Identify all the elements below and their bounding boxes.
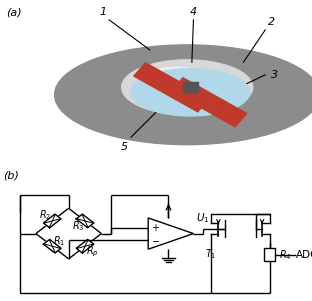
Polygon shape — [43, 239, 61, 253]
Text: 3: 3 — [271, 70, 279, 80]
Polygon shape — [183, 82, 198, 92]
Text: 1: 1 — [100, 8, 106, 17]
Ellipse shape — [147, 67, 209, 87]
Text: $R_4$: $R_4$ — [279, 248, 291, 262]
Text: $R_1$: $R_1$ — [53, 234, 66, 248]
Text: (b): (b) — [3, 171, 19, 181]
Text: $-$: $-$ — [151, 234, 160, 245]
Ellipse shape — [55, 45, 312, 145]
Polygon shape — [76, 214, 94, 228]
Text: $R_3$: $R_3$ — [72, 219, 84, 233]
Text: 5: 5 — [121, 142, 128, 152]
Text: (a): (a) — [6, 8, 22, 17]
Text: 4: 4 — [190, 8, 197, 17]
Text: +: + — [151, 223, 159, 233]
Polygon shape — [43, 214, 61, 228]
Polygon shape — [171, 78, 247, 127]
Text: ADC: ADC — [296, 250, 312, 260]
Text: $R_2$: $R_2$ — [39, 209, 51, 222]
Ellipse shape — [131, 69, 250, 116]
Text: 2: 2 — [268, 17, 275, 27]
FancyBboxPatch shape — [264, 248, 275, 261]
Text: $T_1$: $T_1$ — [205, 247, 217, 261]
Text: $U_1$: $U_1$ — [196, 211, 210, 225]
Text: $R_p$: $R_p$ — [86, 244, 99, 259]
Polygon shape — [134, 63, 209, 112]
Ellipse shape — [122, 60, 253, 115]
Polygon shape — [76, 239, 94, 253]
Text: $T_2$: $T_2$ — [264, 247, 275, 261]
